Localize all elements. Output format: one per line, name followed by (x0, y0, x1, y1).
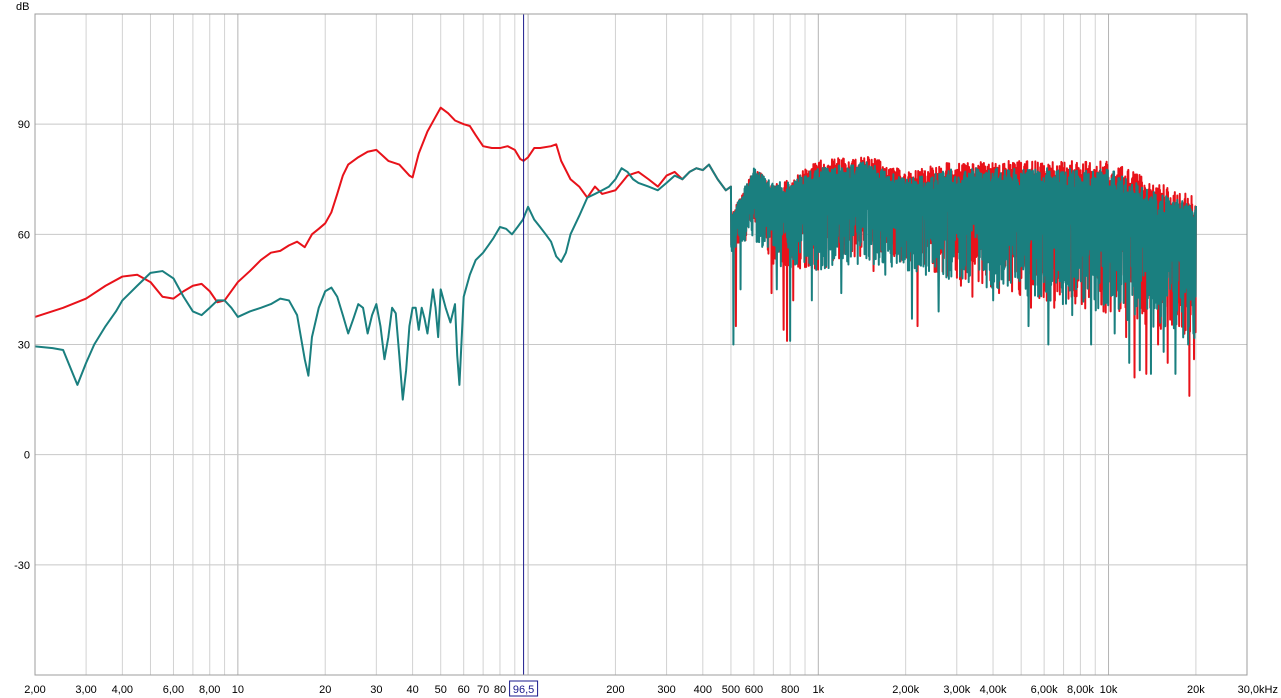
x-tick-label: 8,00k (1067, 684, 1094, 696)
x-tick-label: 80 (494, 684, 506, 696)
x-tick-label: 200 (606, 684, 624, 696)
x-tick-labels: 2,00 3,00 4,00 6,00 8,00 10 20 30 40 50 60 70 80 200 3… (24, 684, 1278, 696)
x-tick-label: 60 (458, 684, 470, 696)
y-tick-labels: 90 60 30 0 -30 (14, 119, 30, 572)
y-tick-label: -30 (14, 560, 30, 572)
x-tick-label: 300 (657, 684, 675, 696)
y-tick-label: 30 (18, 340, 30, 352)
x-tick-label: 10 (232, 684, 244, 696)
y-axis-unit-label: dB (16, 1, 29, 13)
x-tick-label: 3,00 (75, 684, 96, 696)
x-tick-label: 500 (722, 684, 740, 696)
x-tick-label: 3,00k (943, 684, 970, 696)
x-tick-label: 4,00 (112, 684, 133, 696)
x-tick-label: 10k (1100, 684, 1118, 696)
cursor-layer[interactable]: 96,5 (509, 14, 539, 697)
series-line-2 (34, 161, 1197, 401)
x-tick-label: 30 (370, 684, 382, 696)
x-tick-label: 800 (781, 684, 799, 696)
x-tick-label: 8,00 (199, 684, 220, 696)
x-tick-label: 20k (1187, 684, 1205, 696)
x-tick-label: 6,00k (1031, 684, 1058, 696)
y-tick-label: 90 (18, 119, 30, 131)
y-tick-label: 0 (24, 450, 30, 462)
x-tick-label: 600 (745, 684, 763, 696)
cursor-value-box[interactable] (509, 680, 539, 697)
x-tick-label: 6,00 (163, 684, 184, 696)
x-tick-label: 70 (477, 684, 489, 696)
x-tick-label: 40 (406, 684, 418, 696)
x-tick-label: 2,00 (24, 684, 45, 696)
x-tick-label: 4,00k (980, 684, 1007, 696)
x-tick-label: 1k (812, 684, 824, 696)
x-tick-label: 2,00k (892, 684, 919, 696)
x-tick-label: 20 (319, 684, 331, 696)
x-tick-label: 400 (694, 684, 712, 696)
x-tick-label: 50 (435, 684, 447, 696)
plot-frame (34, 13, 1248, 676)
cursor-value-label: 96,5 (513, 684, 534, 696)
y-tick-label: 60 (18, 229, 30, 241)
horizontal-gridlines (35, 123, 1247, 566)
x-tick-label: 30,0kHz (1238, 684, 1278, 696)
series-layer (34, 106, 1197, 401)
